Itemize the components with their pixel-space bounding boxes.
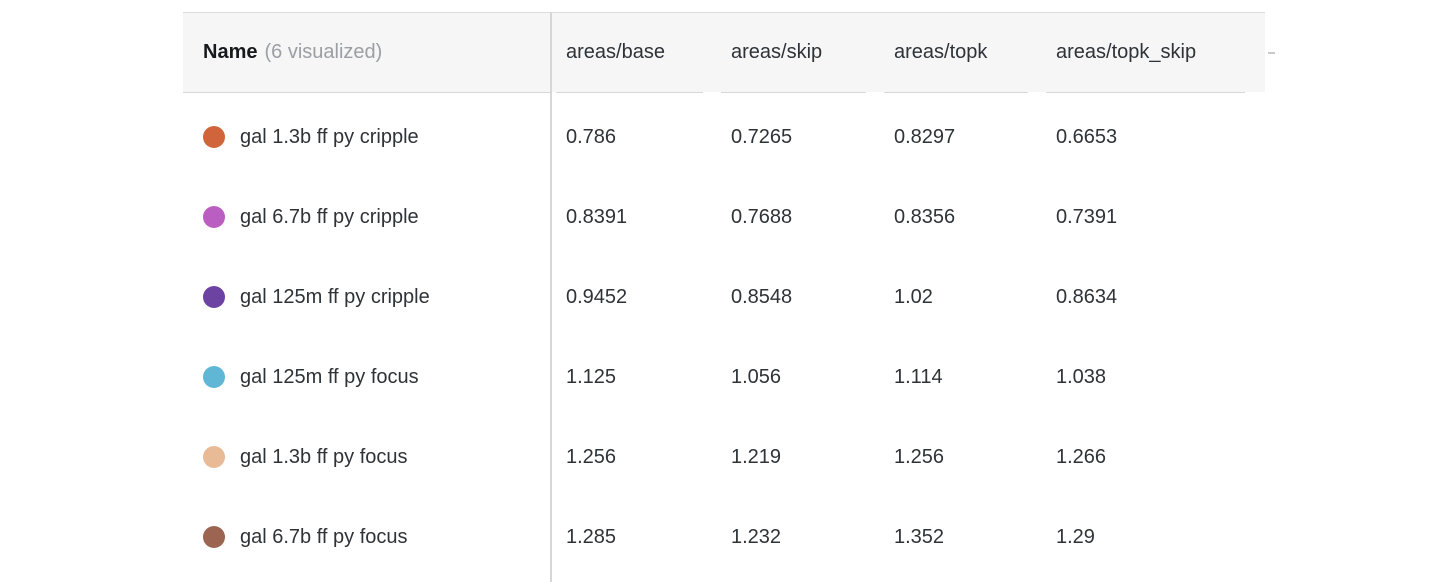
metric-value-areas-topk-skip: 0.6653: [1056, 125, 1118, 148]
metric-value-areas-topk-skip: 1.29: [1056, 525, 1095, 548]
name-header-label: Name: [203, 41, 258, 63]
metric-value-areas-topk-skip: 0.7391: [1056, 205, 1118, 228]
column-header-name[interactable]: Name (6 visualized): [183, 13, 550, 93]
run-name-cell[interactable]: gal 125m ff py focus: [183, 337, 550, 417]
metric-value-areas-topk: 1.02: [894, 285, 933, 308]
metric-value-areas-skip: 1.232: [731, 525, 782, 548]
metric-value-areas-topk: 1.352: [894, 525, 945, 548]
metric-value-areas-topk: 0.8297: [894, 125, 956, 148]
table-row[interactable]: gal 6.7b ff py focus 1.285 1.232 1.352 1…: [183, 497, 1265, 577]
run-color-dot[interactable]: [203, 286, 225, 308]
metric-value-areas-topk-skip: 1.038: [1056, 365, 1107, 388]
run-name-label: gal 6.7b ff py focus: [240, 525, 408, 548]
run-name-label: gal 6.7b ff py cripple: [240, 205, 419, 228]
metric-value-areas-base: 0.9452: [566, 285, 628, 308]
run-name-cell[interactable]: gal 6.7b ff py focus: [183, 497, 550, 577]
column-header-areas-base[interactable]: areas/base: [550, 13, 715, 93]
run-name-label: gal 1.3b ff py focus: [240, 445, 408, 468]
column-divider[interactable]: [550, 12, 552, 582]
run-name-label: gal 125m ff py focus: [240, 365, 419, 388]
metric-value-areas-skip: 1.056: [731, 365, 782, 388]
run-name-cell[interactable]: gal 125m ff py cripple: [183, 257, 550, 337]
metric-value-areas-topk: 1.256: [894, 445, 945, 468]
run-name-cell[interactable]: gal 1.3b ff py focus: [183, 417, 550, 497]
table-header-row: Name (6 visualized) areas/base areas/ski…: [183, 12, 1265, 93]
run-name-cell[interactable]: gal 6.7b ff py cripple: [183, 177, 550, 257]
run-color-dot[interactable]: [203, 206, 225, 228]
table-body: gal 1.3b ff py cripple 0.786 0.7265 0.82…: [183, 92, 1265, 577]
runs-table: Name (6 visualized) areas/base areas/ski…: [183, 12, 1265, 582]
table-row[interactable]: gal 6.7b ff py cripple 0.8391 0.7688 0.8…: [183, 177, 1265, 257]
run-color-dot[interactable]: [203, 526, 225, 548]
metric-value-areas-topk-skip: 1.266: [1056, 445, 1107, 468]
metric-value-areas-topk: 1.114: [894, 365, 943, 388]
run-name-label: gal 125m ff py cripple: [240, 285, 430, 308]
table-row[interactable]: gal 125m ff py cripple 0.9452 0.8548 1.0…: [183, 257, 1265, 337]
metric-value-areas-base: 0.8391: [566, 205, 628, 228]
metric-value-areas-base: 1.285: [566, 525, 617, 548]
metric-value-areas-base: 0.786: [566, 125, 617, 148]
table-row[interactable]: gal 125m ff py focus 1.125 1.056 1.114 1…: [183, 337, 1265, 417]
column-header-areas-topk-skip[interactable]: areas/topk_skip: [1040, 13, 1265, 93]
table-row[interactable]: gal 1.3b ff py cripple 0.786 0.7265 0.82…: [183, 97, 1265, 177]
column-header-areas-skip[interactable]: areas/skip: [715, 13, 878, 93]
run-color-dot[interactable]: [203, 126, 225, 148]
metric-value-areas-base: 1.125: [566, 365, 617, 388]
run-name-cell[interactable]: gal 1.3b ff py cripple: [183, 97, 550, 177]
metric-value-areas-base: 1.256: [566, 445, 617, 468]
metric-value-areas-skip: 0.8548: [731, 285, 793, 308]
run-color-dot[interactable]: [203, 366, 225, 388]
metric-value-areas-skip: 0.7688: [731, 205, 793, 228]
visualized-count-label: (6 visualized): [264, 41, 383, 63]
run-name-label: gal 1.3b ff py cripple: [240, 125, 419, 148]
column-header-areas-topk[interactable]: areas/topk: [878, 13, 1040, 93]
metric-value-areas-skip: 1.219: [731, 445, 782, 468]
run-color-dot[interactable]: [203, 446, 225, 468]
table-row[interactable]: gal 1.3b ff py focus 1.256 1.219 1.256 1…: [183, 417, 1265, 497]
metric-value-areas-topk-skip: 0.8634: [1056, 285, 1118, 308]
metric-value-areas-topk: 0.8356: [894, 205, 956, 228]
metric-value-areas-skip: 0.7265: [731, 125, 793, 148]
clipped-next-column-indicator: [1268, 52, 1275, 54]
